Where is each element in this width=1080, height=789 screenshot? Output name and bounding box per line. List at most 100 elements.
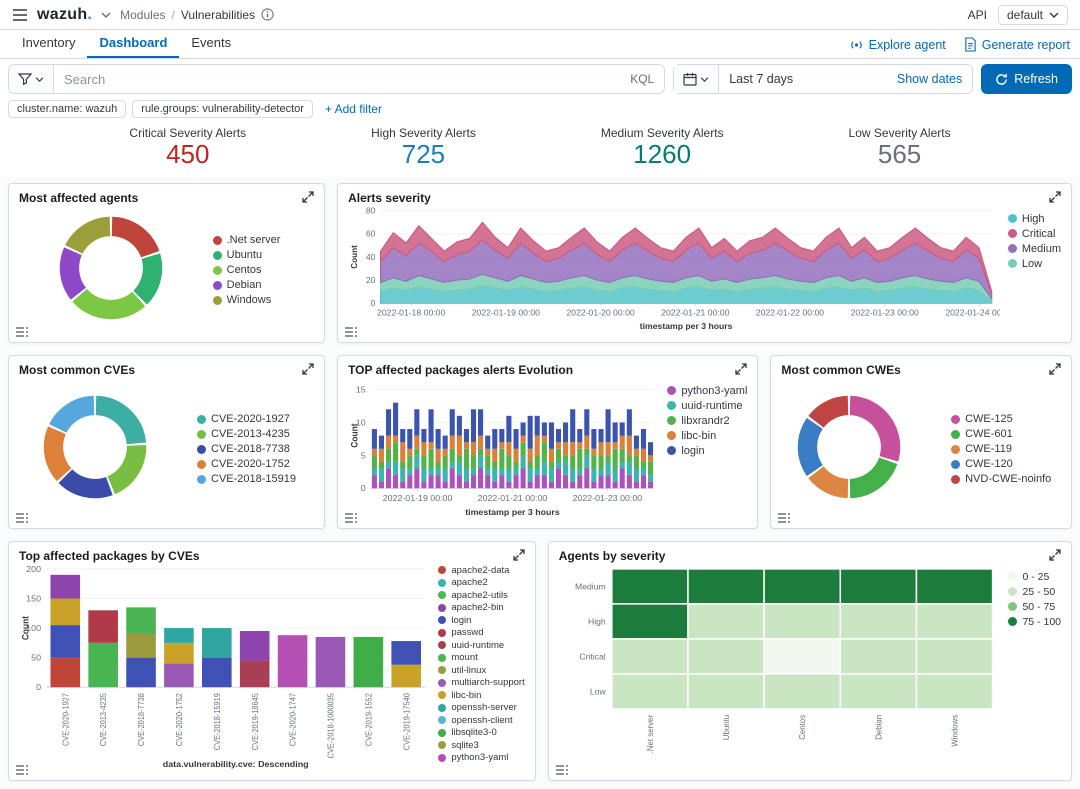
legend-item[interactable]: login	[438, 615, 524, 626]
legend-item[interactable]: Low	[1007, 258, 1061, 270]
legend-item[interactable]: Critical	[1007, 228, 1061, 240]
legend-item[interactable]: python3-yaml	[438, 752, 524, 763]
legend-item[interactable]: CWE-119	[951, 443, 1051, 455]
filter-pill-rule-groups[interactable]: rule.groups: vulnerability-detector	[132, 100, 313, 118]
most-common-cves-donut-chart[interactable]	[37, 389, 153, 505]
svg-text:2022-01-18 00:00: 2022-01-18 00:00	[377, 307, 446, 317]
info-icon[interactable]	[261, 8, 274, 21]
legend-item[interactable]: apache2-utils	[438, 590, 524, 601]
alerts-severity-area-chart[interactable]: 0 20 40 60 80 2022-01-18 00:00 2022-01-19 00:0…	[348, 205, 1000, 332]
vis-options-icon[interactable]	[15, 512, 29, 524]
legend-item[interactable]: CVE-2018-7738	[197, 443, 296, 455]
agents-by-severity-heatmap[interactable]: Medium High Critical Low .Net server Ubuntu Ce…	[559, 563, 1001, 770]
vis-options-icon[interactable]	[344, 512, 358, 524]
date-range-value[interactable]: Last 7 days	[729, 72, 794, 86]
legend-item[interactable]: CVE-2020-1752	[197, 458, 296, 470]
kql-button[interactable]: KQL	[630, 72, 655, 86]
legend-item[interactable]: mount	[438, 652, 524, 663]
legend-item[interactable]: uuid-runtime	[438, 640, 524, 651]
legend-item[interactable]: util-linux	[438, 665, 524, 676]
legend-item[interactable]: apache2-data	[438, 565, 524, 576]
legend-color-dot	[438, 716, 447, 725]
expand-panel-icon[interactable]	[1049, 548, 1061, 561]
legend-item[interactable]: 25 - 50	[1008, 586, 1061, 598]
legend-label: python3-yaml	[681, 384, 748, 397]
legend-item[interactable]: openssh-server	[438, 702, 524, 713]
legend-item[interactable]: NVD-CWE-noinfo	[951, 473, 1051, 485]
legend-item[interactable]: CWE-601	[951, 428, 1051, 440]
legend-item[interactable]: Windows	[212, 294, 281, 306]
top-bar: wazuh. Modules / Vulnerabilities API def…	[0, 0, 1080, 30]
legend-item[interactable]: python3-yaml	[667, 385, 747, 397]
expand-panel-icon[interactable]	[302, 190, 314, 203]
tab-inventory[interactable]: Inventory	[22, 35, 76, 50]
vis-options-icon[interactable]	[777, 512, 791, 524]
legend-item[interactable]: libc-bin	[667, 430, 747, 442]
legend-item[interactable]: openssh-client	[438, 715, 524, 726]
show-dates-button[interactable]: Show dates	[896, 72, 963, 86]
legend-label: uuid-runtime	[451, 639, 505, 651]
search-input[interactable]	[54, 71, 621, 87]
legend-item[interactable]: uuid-runtime	[667, 400, 747, 412]
svg-text:2022-01-20 00:00: 2022-01-20 00:00	[567, 307, 636, 317]
legend-item[interactable]: CVE-2018-15919	[197, 473, 296, 485]
breadcrumb-modules[interactable]: Modules	[120, 7, 166, 22]
legend-item[interactable]: apache2	[438, 577, 524, 588]
refresh-button[interactable]: Refresh	[981, 64, 1072, 94]
legend-item[interactable]: CVE-2013-4235	[197, 428, 296, 440]
legend-color-dot	[438, 728, 447, 737]
legend-item[interactable]: Ubuntu	[212, 249, 281, 261]
wazuh-logo[interactable]: wazuh.	[37, 6, 92, 24]
expand-panel-icon[interactable]	[735, 362, 748, 375]
filter-menu-button[interactable]	[9, 65, 54, 93]
api-selector[interactable]: default	[997, 4, 1068, 25]
legend-color-dot	[197, 414, 207, 424]
expand-panel-icon[interactable]	[1049, 362, 1061, 375]
legend-item[interactable]: libxrandr2	[667, 415, 747, 427]
legend-item[interactable]: CWE-125	[951, 413, 1051, 425]
legend-item[interactable]: sqlite3	[438, 740, 524, 751]
legend-item[interactable]: 50 - 75	[1008, 601, 1061, 613]
vis-options-icon[interactable]	[15, 764, 29, 776]
menu-icon[interactable]	[12, 8, 28, 22]
tab-events[interactable]: Events	[191, 35, 232, 50]
generate-report-button[interactable]: Generate report	[964, 37, 1070, 58]
legend-item[interactable]: Debian	[212, 279, 281, 291]
legend-item[interactable]: High	[1007, 213, 1061, 225]
svg-text:CVE-2018-15919: CVE-2018-15919	[213, 693, 222, 750]
tab-dashboard[interactable]: Dashboard	[87, 31, 180, 58]
legend-item[interactable]: CWE-120	[951, 458, 1051, 470]
legend-item[interactable]: login	[667, 445, 747, 457]
legend-item[interactable]: apache2-bin	[438, 602, 524, 613]
most-common-cwes-donut-chart[interactable]	[791, 389, 907, 505]
legend-item[interactable]: libc-bin	[438, 690, 524, 701]
expand-panel-icon[interactable]	[513, 548, 525, 561]
chevron-down-icon[interactable]	[101, 12, 111, 18]
svg-text:2022-01-22 00:00: 2022-01-22 00:00	[756, 307, 825, 317]
legend-label: login	[681, 444, 705, 457]
legend-item[interactable]: CVE-2020-1927	[197, 413, 296, 425]
packages-evolution-bar-chart[interactable]: 0 5 10 15 2022-01-19 00:00 2022-01-21 00:00 20…	[348, 377, 659, 518]
vis-options-icon[interactable]	[15, 326, 29, 338]
legend-item[interactable]: passwd	[438, 627, 524, 638]
svg-text:Low: Low	[590, 686, 607, 696]
legend-item[interactable]: multiarch-support	[438, 677, 525, 688]
expand-panel-icon[interactable]	[302, 362, 314, 375]
expand-panel-icon[interactable]	[1049, 190, 1061, 203]
vis-options-icon[interactable]	[344, 326, 358, 338]
legend-item[interactable]: .Net server	[212, 234, 280, 246]
vis-options-icon[interactable]	[555, 764, 569, 776]
legend-color-dot	[667, 431, 677, 441]
legend-item[interactable]: libsqlite3-0	[438, 727, 524, 738]
most-affected-agents-donut-chart[interactable]	[53, 210, 169, 326]
calendar-button[interactable]	[674, 65, 720, 93]
add-filter-button[interactable]: + Add filter	[324, 102, 382, 116]
explore-agent-button[interactable]: Explore agent	[849, 38, 946, 58]
legend-item[interactable]: 75 - 100	[1008, 616, 1061, 628]
legend-item[interactable]: 0 - 25	[1008, 571, 1061, 583]
legend-item[interactable]: Medium	[1007, 243, 1061, 255]
packages-by-cves-bar-chart[interactable]: 0 50 100 150 200 data.vulnerability.cve: Desc…	[19, 563, 430, 770]
legend-item[interactable]: Centos	[212, 264, 281, 276]
filter-pill-cluster-name[interactable]: cluster.name: wazuh	[8, 100, 127, 118]
legend-label: apache2-utils	[451, 589, 508, 601]
